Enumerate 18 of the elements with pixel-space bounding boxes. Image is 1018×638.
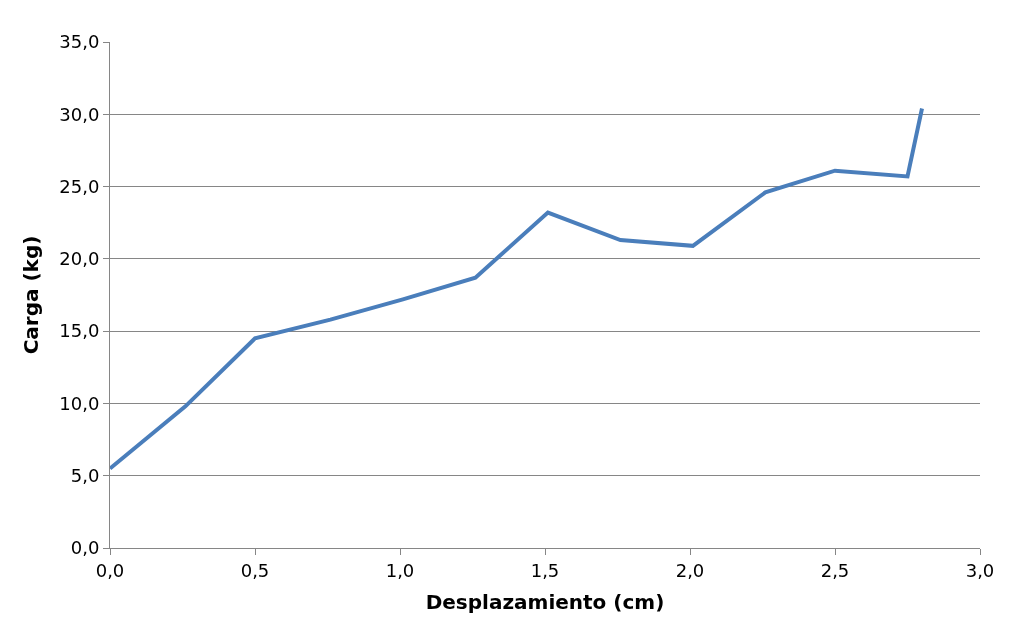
line-series	[110, 106, 924, 471]
x-axis-title: Desplazamiento (cm)	[425, 590, 665, 615]
x-tick-label: 1,5	[530, 559, 560, 581]
x-tick-label: 0,5	[240, 559, 270, 581]
x-tick-label: 1,0	[385, 559, 415, 581]
y-tick-label: 30,0	[59, 103, 100, 125]
y-tick-label: 20,0	[59, 248, 100, 270]
y-axis-title: Carga (kg)	[18, 235, 43, 355]
y-tick-label: 10,0	[59, 392, 100, 414]
y-tick-label: 5,0	[70, 465, 100, 487]
y-tick-label: 25,0	[59, 175, 100, 197]
x-tick-label: 2,5	[820, 559, 850, 581]
y-tick-label: 35,0	[59, 31, 100, 53]
y-tick-label: 0,0	[70, 537, 100, 559]
x-tick-label: 3,0	[965, 559, 995, 581]
y-tick-label: 15,0	[59, 320, 100, 342]
x-tick-label: 0,0	[95, 559, 125, 581]
x-tick-label: 2,0	[675, 559, 705, 581]
